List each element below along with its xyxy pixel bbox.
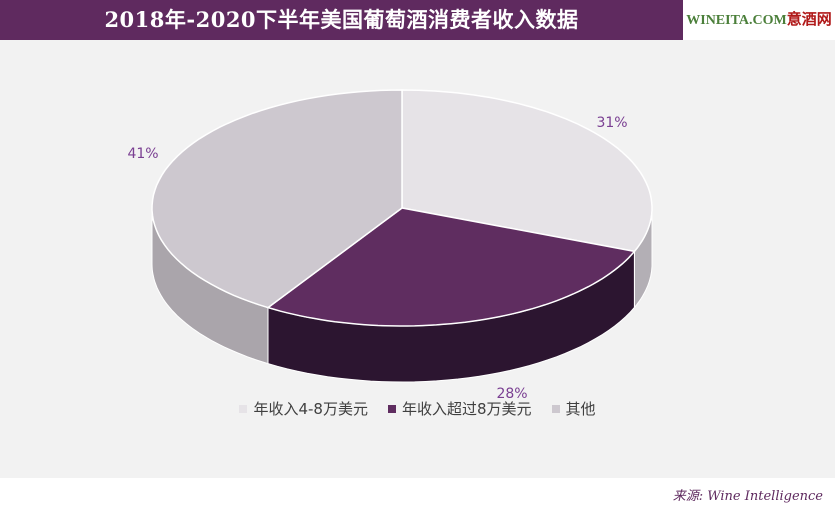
pie-slice-income-4-8: [401, 89, 653, 253]
legend: 年收入4-8万美元 年收入超过8万美元 其他: [0, 398, 835, 419]
footer: 来源: Wine Intelligence: [0, 478, 835, 510]
data-label-income-4-8: 31%: [596, 115, 627, 131]
legend-swatch-other: [551, 404, 560, 413]
legend-item-income-over-8: 年收入超过8万美元: [387, 398, 532, 419]
site-logo[interactable]: WINEITA.COM意酒网: [683, 0, 835, 40]
logo-chinese: 意酒网: [786, 12, 832, 28]
pie-tops: [151, 89, 653, 327]
data-label-other: 41%: [127, 146, 158, 162]
pie-labels: 31% 28% 41%: [127, 115, 627, 402]
data-label-income-over-8: 28%: [496, 386, 527, 402]
pie-chart: 31% 28% 41%: [127, 89, 653, 402]
pie-slice-income-over-8: [266, 207, 636, 327]
source-note: 来源: Wine Intelligence: [672, 489, 823, 504]
legend-label-income-4-8: 年收入4-8万美元: [253, 400, 368, 418]
legend-label-income-over-8: 年收入超过8万美元: [401, 400, 532, 418]
legend-item-income-4-8: 年收入4-8万美元: [239, 398, 368, 419]
legend-swatch-income-4-8: [239, 404, 248, 413]
title-bar: [0, 0, 683, 40]
chart-title: 2018年-2020下半年美国葡萄酒消费者收入数据: [104, 7, 579, 32]
legend-item-other: 其他: [551, 398, 596, 419]
logo-text: WINEITA.COM: [686, 13, 787, 28]
legend-label-other: 其他: [565, 400, 596, 418]
legend-swatch-income-over-8: [387, 404, 396, 413]
pie-slice-other: [151, 89, 403, 309]
pie-sides: [151, 207, 653, 383]
